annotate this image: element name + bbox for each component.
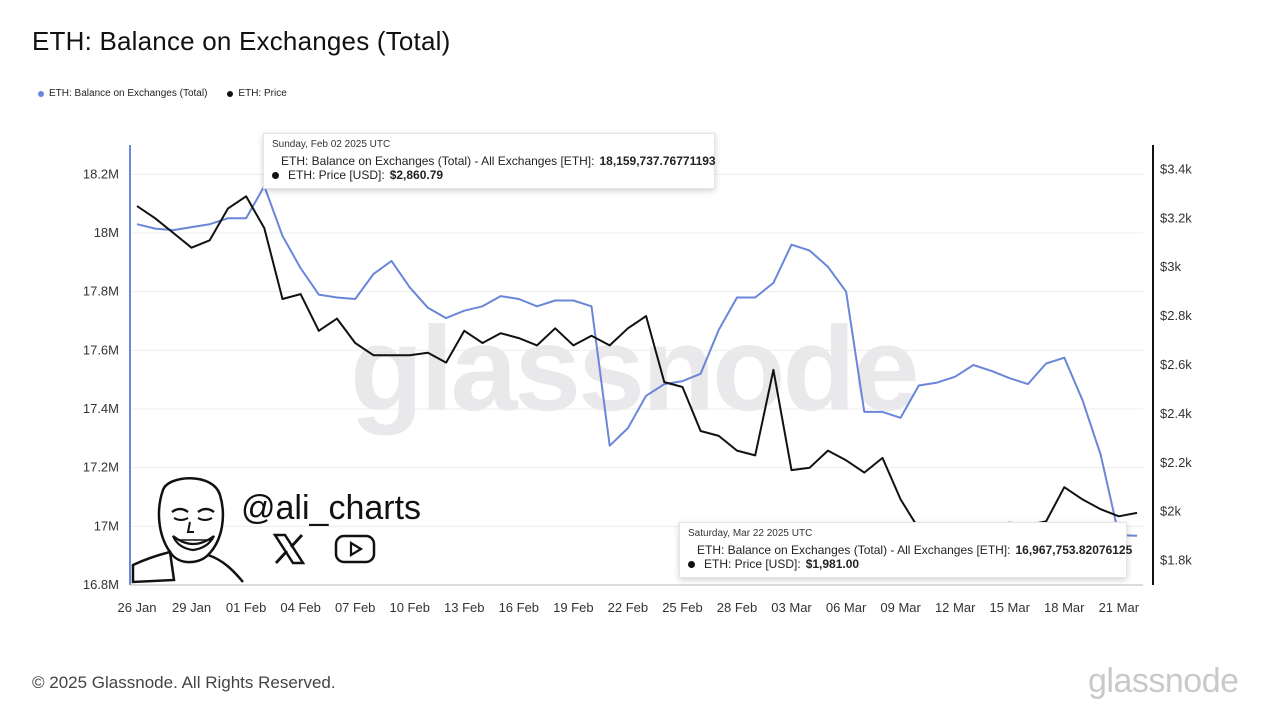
price-dot-icon bbox=[272, 171, 279, 179]
tooltip-balance-label: ETH: Balance on Exchanges (Total) - All … bbox=[281, 154, 595, 168]
brand-logo: glassnode bbox=[1088, 662, 1239, 700]
tooltip-row-price: ETH: Price [USD]: $2,860.79 bbox=[272, 168, 706, 182]
y-right-tick-label: $1.8k bbox=[1160, 553, 1192, 568]
meme-face-icon bbox=[131, 477, 244, 584]
legend-label-balance: ETH: Balance on Exchanges (Total) bbox=[49, 88, 208, 99]
y-left-tick-label: 17M bbox=[94, 518, 119, 533]
author-handle: @ali_charts bbox=[241, 489, 422, 527]
y-left-tick-label: 17.4M bbox=[83, 401, 119, 416]
y-right-tick-label: $2k bbox=[1160, 504, 1181, 519]
tooltip-row-balance: ETH: Balance on Exchanges (Total) - All … bbox=[272, 154, 716, 168]
tooltip-date: Saturday, Mar 22 2025 UTC bbox=[688, 528, 813, 539]
tooltip-date: Sunday, Feb 02 2025 UTC bbox=[272, 139, 391, 150]
y-left-tick-label: 18.2M bbox=[83, 166, 119, 181]
price-series-line[interactable] bbox=[136, 195, 1138, 534]
y-left-tick-label: 17.2M bbox=[83, 460, 119, 475]
y-right-tick-label: $3.2k bbox=[1160, 210, 1192, 225]
x-tick-label: 22 Feb bbox=[608, 600, 648, 615]
tooltip-mar-22: Saturday, Mar 22 2025 UTC ETH: Balance o… bbox=[679, 522, 1132, 578]
chart-tick-labels: 16.8M 17M 17.2M 17.4M 17.6M 17.8M 18M 18.2M $1.8… bbox=[83, 161, 1192, 615]
x-tick-label: 21 Mar bbox=[1099, 600, 1140, 615]
y-left-tick-label: 18M bbox=[94, 225, 119, 240]
x-tick-label: 03 Mar bbox=[771, 600, 812, 615]
legend-item-price[interactable]: ETH: Price bbox=[227, 88, 287, 99]
tooltip-price-value: $2,860.79 bbox=[389, 168, 444, 182]
x-tick-label: 06 Mar bbox=[826, 600, 867, 615]
balance-series-line[interactable] bbox=[136, 185, 1138, 537]
y-left-tick-label: 16.8M bbox=[83, 577, 119, 592]
y-right-tick-label: $2.6k bbox=[1160, 357, 1192, 372]
x-tick-label: 10 Feb bbox=[389, 600, 429, 615]
y-right-tick-label: $2.2k bbox=[1160, 455, 1192, 470]
tooltip-balance-value: 16,967,753.82076125 bbox=[1015, 543, 1133, 557]
tooltip-balance-value: 18,159,737.76771193 bbox=[599, 154, 716, 168]
x-tick-label: 13 Feb bbox=[444, 600, 484, 615]
x-tick-label: 18 Mar bbox=[1044, 600, 1085, 615]
x-tick-label: 25 Feb bbox=[662, 600, 702, 615]
y-left-tick-label: 17.8M bbox=[83, 284, 119, 299]
tooltip-price-value: $1,981.00 bbox=[805, 557, 860, 571]
x-tick-label: 12 Mar bbox=[935, 600, 976, 615]
y-right-tick-label: $3.4k bbox=[1160, 161, 1192, 176]
social-icons bbox=[272, 533, 376, 565]
legend-item-balance[interactable]: ETH: Balance on Exchanges (Total) bbox=[38, 88, 207, 99]
x-logo-icon[interactable] bbox=[272, 533, 306, 565]
tooltip-feb-02: Sunday, Feb 02 2025 UTC ETH: Balance on … bbox=[263, 133, 716, 189]
legend-label-price: ETH: Price bbox=[238, 88, 287, 99]
x-tick-label: 16 Feb bbox=[499, 600, 539, 615]
chart-legend: ETH: Balance on Exchanges (Total) ETH: P… bbox=[38, 88, 287, 99]
legend-dot-balance-icon bbox=[38, 90, 44, 97]
x-tick-label: 26 Jan bbox=[117, 600, 156, 615]
x-tick-label: 04 Feb bbox=[280, 600, 320, 615]
chart-grid bbox=[130, 173, 1143, 586]
x-tick-label: 01 Feb bbox=[226, 600, 266, 615]
x-tick-label: 07 Feb bbox=[335, 600, 375, 615]
y-left-tick-label: 17.6M bbox=[83, 342, 119, 357]
legend-dot-price-icon bbox=[227, 90, 234, 97]
tooltip-row-price: ETH: Price [USD]: $1,981.00 bbox=[688, 557, 1118, 571]
copyright-footer: © 2025 Glassnode. All Rights Reserved. bbox=[32, 673, 336, 692]
youtube-icon[interactable] bbox=[334, 533, 376, 565]
x-tick-label: 28 Feb bbox=[717, 600, 757, 615]
x-tick-label: 19 Feb bbox=[553, 600, 593, 615]
avatar bbox=[128, 470, 248, 590]
x-tick-label: 09 Mar bbox=[880, 600, 921, 615]
y-right-tick-label: $3k bbox=[1160, 259, 1181, 274]
tooltip-price-label: ETH: Price [USD]: bbox=[288, 168, 385, 182]
chart-series bbox=[136, 185, 1138, 537]
tooltip-row-balance: ETH: Balance on Exchanges (Total) - All … bbox=[688, 543, 1132, 557]
tooltip-balance-label: ETH: Balance on Exchanges (Total) - All … bbox=[697, 543, 1011, 557]
chart-axes bbox=[129, 145, 1154, 586]
x-tick-label: 29 Jan bbox=[172, 600, 211, 615]
chart-title: ETH: Balance on Exchanges (Total) bbox=[32, 26, 451, 56]
y-right-tick-label: $2.8k bbox=[1160, 308, 1192, 323]
x-tick-label: 15 Mar bbox=[989, 600, 1030, 615]
tooltip-price-label: ETH: Price [USD]: bbox=[704, 557, 801, 571]
price-dot-icon bbox=[688, 560, 695, 568]
y-right-tick-label: $2.4k bbox=[1160, 406, 1192, 421]
